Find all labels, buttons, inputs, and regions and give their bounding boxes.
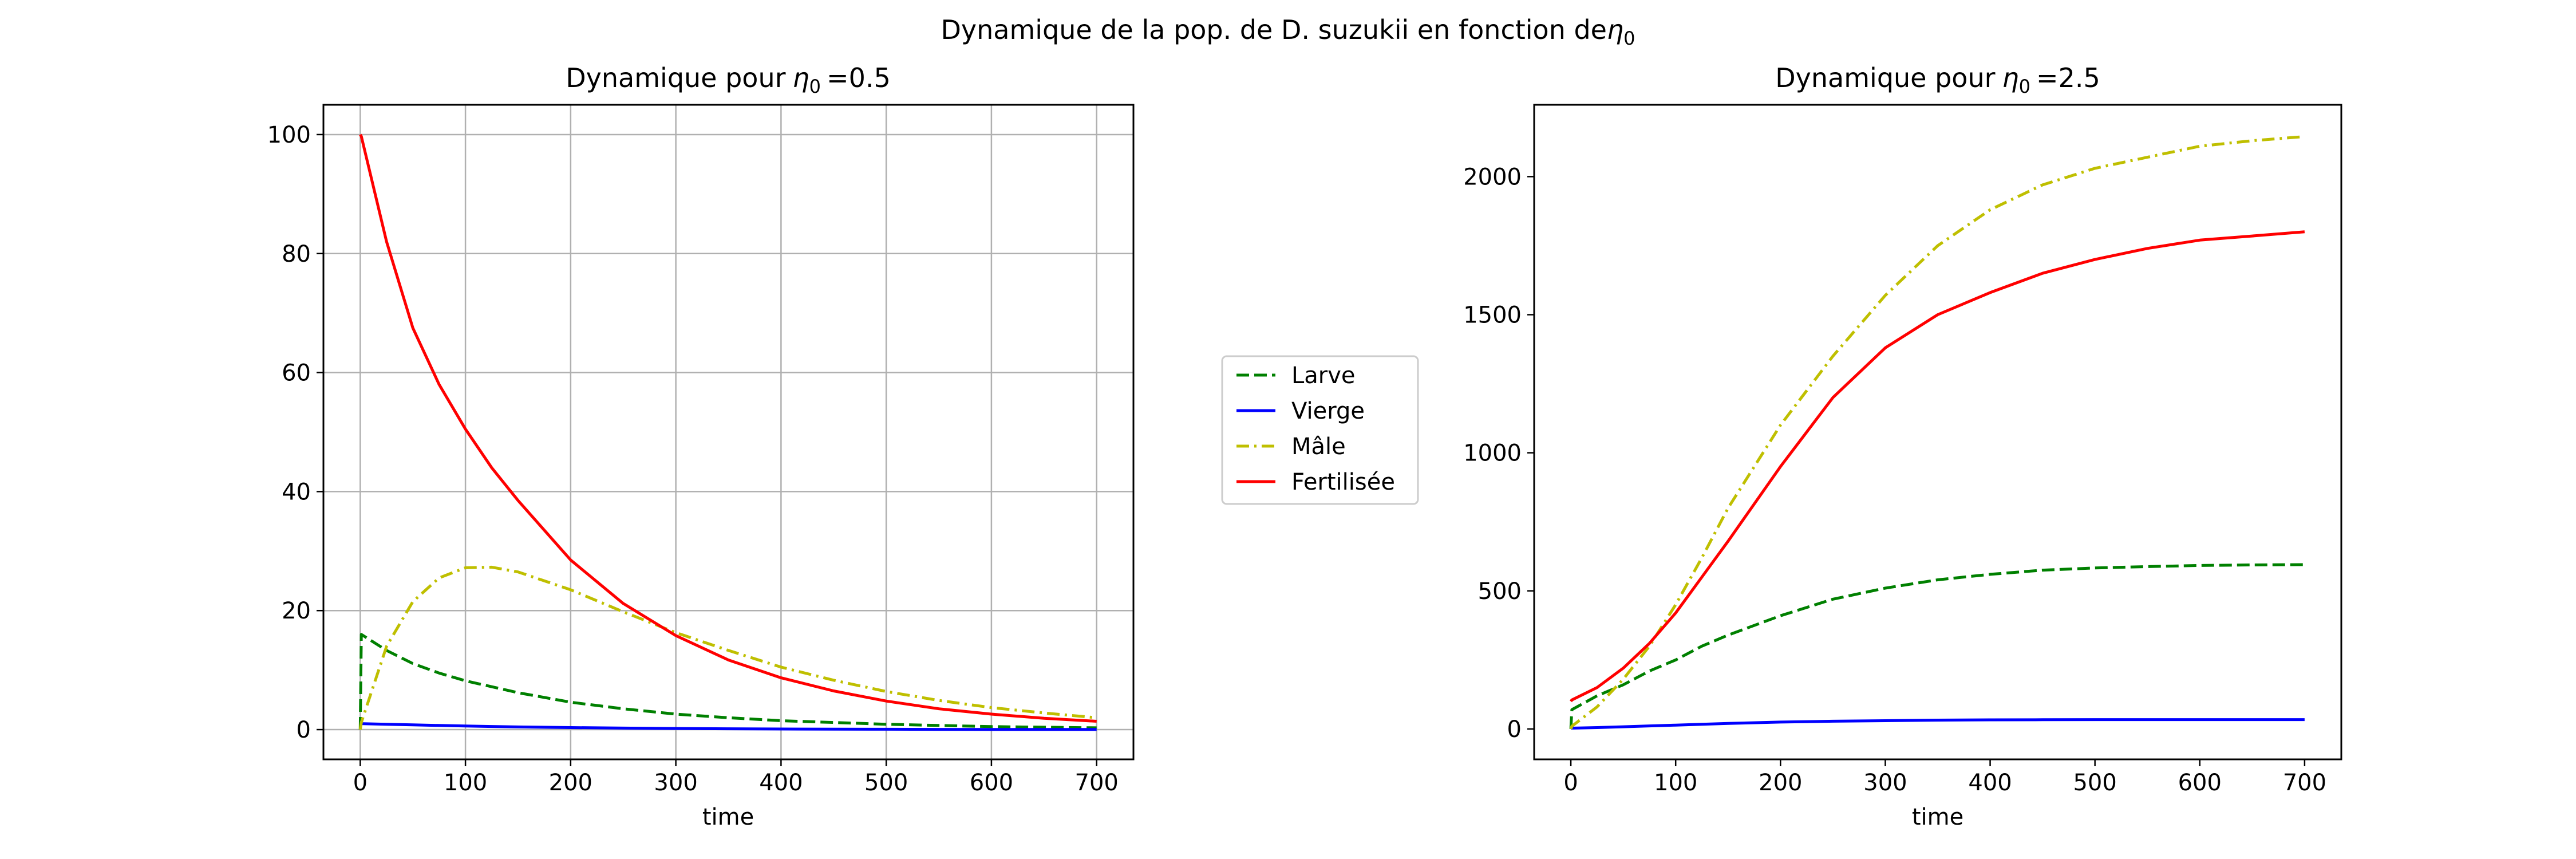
- left-grid: [323, 105, 1133, 759]
- right-series-mle: [1569, 135, 2305, 730]
- right-x-axis-label: time: [1912, 804, 1963, 830]
- left-series-larve: [358, 633, 1097, 730]
- suptitle-text: Dynamique de la pop. de D. suzukii en fo…: [941, 14, 1607, 45]
- legend: Larve Vierge Mâle Fertilisée: [1221, 355, 1419, 505]
- left-plot: Dynamique pour η0 =0.5 0 100 200 300 400 500 600…: [267, 62, 1135, 830]
- right-plot: Dynamique pour η0 =2.5 0 100 200 300 400 500 600…: [1463, 62, 2342, 830]
- right-series-fertilise: [1570, 230, 2305, 703]
- left-x-ticks: 0 100 200 300 400 500 600 700: [353, 759, 1119, 796]
- legend-label: Mâle: [1291, 434, 1346, 460]
- right-x-tick-label: 400: [1968, 770, 2012, 796]
- left-series-fertilise: [359, 133, 1097, 723]
- left-y-tick-label: 20: [282, 598, 311, 624]
- left-y-ticks: 0 20 40 60 80 100: [267, 122, 323, 743]
- left-title-value: =0.5: [827, 62, 891, 93]
- right-plot-title: Dynamique pour η0 =2.5: [1775, 62, 2100, 97]
- left-title-symbol: η: [793, 62, 809, 93]
- left-x-tick-label: 100: [444, 770, 487, 796]
- right-y-tick-label: 0: [1507, 716, 1522, 743]
- left-y-tick-label: 80: [282, 241, 311, 267]
- right-y-tick-label: 2000: [1463, 164, 1522, 190]
- right-x-tick-label: 0: [1563, 770, 1578, 796]
- right-x-tick-label: 100: [1654, 770, 1697, 796]
- left-plot-title: Dynamique pour η0 =0.5: [566, 62, 890, 97]
- right-y-tick-label: 500: [1478, 578, 1522, 605]
- left-plot-frame: [322, 104, 1135, 761]
- right-title-value: =2.5: [2036, 62, 2100, 93]
- left-x-axis-label: time: [702, 804, 754, 830]
- right-title-symbol: η: [2002, 62, 2019, 93]
- right-x-tick-label: 300: [1863, 770, 1907, 796]
- right-x-ticks: 0 100 200 300 400 500 600 700: [1563, 759, 2326, 796]
- figure-suptitle: Dynamique de la pop. de D. suzukii en fo…: [941, 14, 1635, 49]
- left-x-tick-label: 200: [549, 770, 592, 796]
- legend-label: Larve: [1291, 362, 1356, 389]
- right-plot-frame: [1533, 104, 2342, 761]
- left-x-tick-label: 400: [759, 770, 803, 796]
- left-series-mle: [358, 565, 1097, 730]
- right-x-tick-label: 700: [2283, 770, 2326, 796]
- right-title-text: Dynamique pour: [1775, 62, 1995, 93]
- left-title-subscript: 0: [809, 76, 821, 97]
- right-y-tick-label: 1000: [1463, 440, 1522, 467]
- left-x-tick-label: 300: [654, 770, 697, 796]
- right-x-tick-label: 500: [2073, 770, 2116, 796]
- left-series-vierge: [359, 722, 1097, 731]
- right-y-ticks: 0 500 1000 1500 2000: [1463, 164, 1534, 743]
- right-title-subscript: 0: [2019, 76, 2030, 97]
- left-y-tick-label: 60: [282, 360, 311, 387]
- left-x-tick-label: 600: [970, 770, 1013, 796]
- left-x-tick-label: 500: [864, 770, 908, 796]
- suptitle-subscript: 0: [1623, 27, 1635, 49]
- left-y-tick-label: 0: [297, 717, 311, 743]
- right-series-vierge: [1570, 718, 2305, 730]
- right-x-tick-label: 200: [1759, 770, 1802, 796]
- right-y-tick-label: 1500: [1463, 302, 1522, 329]
- left-x-tick-label: 700: [1075, 770, 1119, 796]
- right-series-larve: [1569, 563, 2305, 730]
- left-x-tick-label: 0: [353, 770, 368, 796]
- left-title-text: Dynamique pour: [566, 62, 785, 93]
- left-y-tick-label: 40: [282, 479, 311, 505]
- legend-box: [1221, 355, 1419, 505]
- right-x-tick-label: 600: [2178, 770, 2222, 796]
- left-series: [358, 133, 1097, 731]
- legend-label: Vierge: [1291, 398, 1365, 424]
- right-series: [1569, 135, 2305, 730]
- left-y-tick-label: 100: [267, 122, 311, 148]
- suptitle-symbol: η: [1607, 14, 1623, 45]
- legend-label: Fertilisée: [1291, 469, 1395, 495]
